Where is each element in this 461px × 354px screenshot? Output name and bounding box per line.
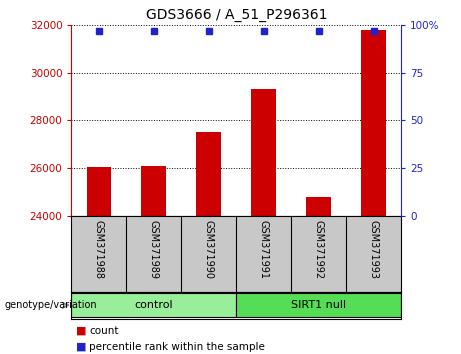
Title: GDS3666 / A_51_P296361: GDS3666 / A_51_P296361 (146, 8, 327, 22)
Text: genotype/variation: genotype/variation (5, 300, 97, 310)
Bar (251, 89, 276, 216)
Text: GSM371990: GSM371990 (204, 220, 214, 279)
Text: percentile rank within the sample: percentile rank within the sample (89, 342, 265, 352)
Text: control: control (135, 300, 173, 310)
Bar (87, 167, 111, 216)
Text: GSM371988: GSM371988 (94, 220, 104, 279)
Bar (236, 293, 401, 317)
Text: ■: ■ (76, 326, 87, 336)
Text: GSM371989: GSM371989 (149, 220, 159, 279)
Text: GSM371991: GSM371991 (259, 220, 269, 279)
Bar (361, 29, 386, 216)
Bar (71, 293, 236, 317)
Bar (196, 132, 221, 216)
Text: count: count (89, 326, 118, 336)
Text: GSM371992: GSM371992 (313, 220, 324, 279)
Text: ■: ■ (76, 342, 87, 352)
Text: GSM371993: GSM371993 (369, 220, 378, 279)
Bar (306, 197, 331, 216)
Bar (142, 166, 166, 216)
Text: SIRT1 null: SIRT1 null (291, 300, 346, 310)
